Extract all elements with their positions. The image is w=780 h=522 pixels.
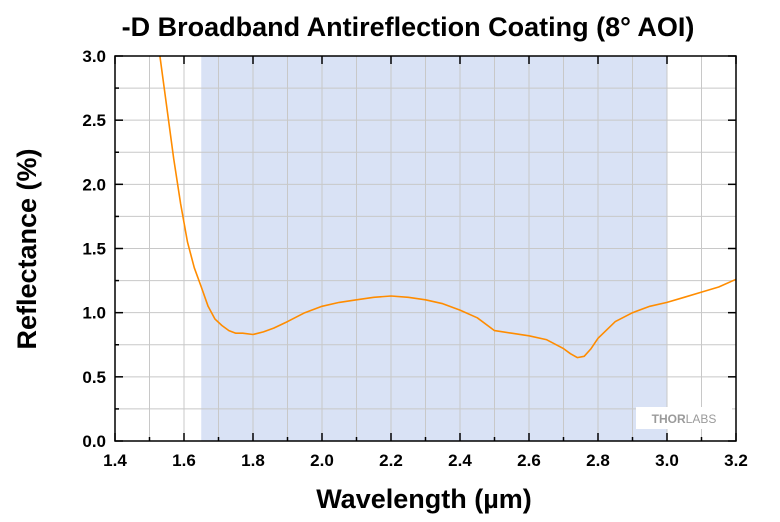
- x-tick-label: 3.0: [655, 451, 679, 470]
- y-tick-label: 2.5: [82, 111, 106, 130]
- x-tick-label: 3.2: [724, 451, 748, 470]
- x-tick-label: 2.8: [586, 451, 610, 470]
- x-tick-label: 2.6: [517, 451, 541, 470]
- thorlabs-logo: THORLABS: [636, 407, 732, 429]
- y-axis: 0.0 0.5 1.0 1.5 2.0 2.5 3.0: [82, 47, 736, 451]
- chart-title: -D Broadband Antireflection Coating (8° …: [122, 12, 695, 42]
- x-tick-label: 1.8: [241, 451, 265, 470]
- x-tick-label: 2.0: [310, 451, 334, 470]
- y-tick-label: 3.0: [82, 47, 106, 66]
- reflectance-series-line: [159, 55, 737, 359]
- logo-background: [636, 407, 732, 429]
- x-tick-label: 2.4: [448, 451, 472, 470]
- y-tick-label: 1.0: [82, 304, 106, 323]
- y-tick-label: 0.0: [82, 432, 106, 451]
- y-axis-title: Reflectance (%): [12, 148, 42, 349]
- plot-area: THORLABS: [114, 55, 737, 442]
- y-tick-label: 1.5: [82, 240, 106, 259]
- x-tick-label: 1.4: [103, 451, 127, 470]
- y-tick-label: 2.0: [82, 175, 106, 194]
- x-tick-label: 2.2: [379, 451, 403, 470]
- x-tick-label: 1.6: [172, 451, 196, 470]
- logo-text: THORLABS: [652, 412, 717, 426]
- x-axis-title: Wavelength (µm): [316, 484, 532, 514]
- grid: [115, 56, 736, 441]
- y-tick-label: 0.5: [82, 368, 106, 387]
- x-axis: 1.4 1.6 1.8 2.0 2.2 2.4 2.6 2.8 3.0 3.2: [103, 56, 748, 470]
